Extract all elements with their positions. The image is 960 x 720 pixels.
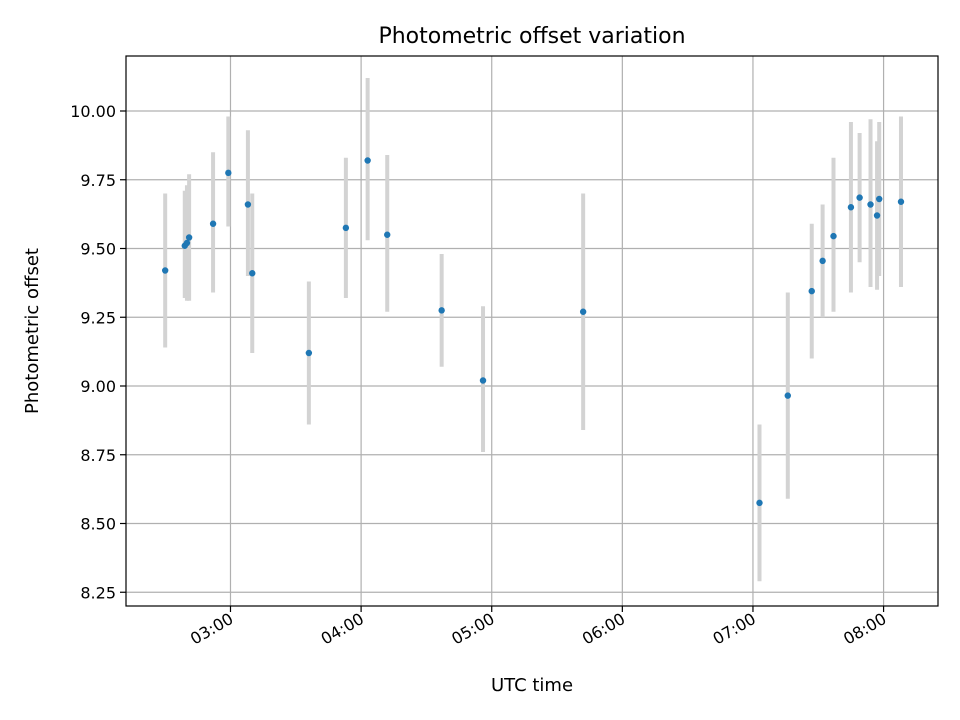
y-tick-label: 8.50 <box>80 515 116 534</box>
data-point <box>209 220 217 227</box>
data-point <box>305 349 313 357</box>
x-tick-label: 06:00 <box>579 609 628 649</box>
x-tick-label: 04:00 <box>318 609 367 649</box>
y-axis-label: Photometric offset <box>22 248 43 414</box>
y-tick-label: 8.75 <box>80 446 116 465</box>
data-point <box>873 212 881 219</box>
y-tick-label: 9.50 <box>80 240 116 259</box>
y-tick-label: 9.25 <box>80 308 116 327</box>
data-point <box>249 270 256 277</box>
x-tick-label: 05:00 <box>448 609 497 649</box>
data-point <box>876 195 883 203</box>
data-point <box>808 287 815 295</box>
x-tick-label: 08:00 <box>840 609 889 649</box>
data-point <box>364 157 371 164</box>
data-point <box>784 392 791 399</box>
error-bars <box>163 78 903 582</box>
data-points <box>161 157 905 507</box>
data-point <box>867 201 874 208</box>
data-point <box>244 201 252 208</box>
x-axis-ticks: 03:00 04:00 05:00 06:00 07:00 08:00 <box>187 606 890 649</box>
data-point <box>342 224 350 232</box>
plot-frame <box>125 55 939 607</box>
y-tick-label: 9.00 <box>80 377 116 396</box>
data-point <box>225 169 232 177</box>
data-point <box>819 257 826 265</box>
y-tick-label: 10.00 <box>70 102 116 121</box>
data-point <box>479 377 487 384</box>
data-point <box>830 232 837 240</box>
x-tick-label: 07:00 <box>710 609 759 649</box>
y-tick-label: 8.25 <box>80 583 116 602</box>
chart-title: Photometric offset variation <box>378 24 685 49</box>
data-point <box>161 267 169 274</box>
grid-lines <box>126 56 938 606</box>
y-tick-label: 9.75 <box>80 171 116 190</box>
data-point <box>185 234 193 241</box>
data-point <box>897 198 905 205</box>
data-point <box>438 307 445 314</box>
y-axis-ticks: 8.25 8.50 8.75 9.00 9.25 9.50 9.75 10.00 <box>70 102 126 602</box>
x-axis-label: UTC time <box>491 675 573 696</box>
data-point <box>847 204 855 211</box>
data-point <box>183 239 191 247</box>
x-tick-label: 03:00 <box>187 609 236 649</box>
data-point <box>384 231 391 238</box>
data-point <box>579 308 587 315</box>
data-point <box>856 194 863 201</box>
data-point <box>756 499 763 507</box>
